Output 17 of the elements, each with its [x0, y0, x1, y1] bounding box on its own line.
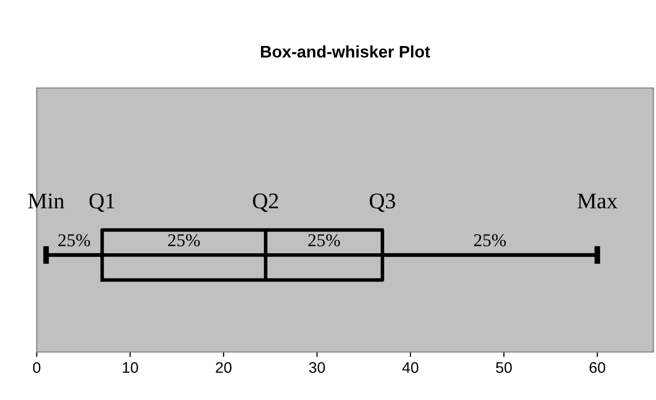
annotation: 25%	[308, 234, 340, 246]
annotation: Q3	[370, 194, 396, 212]
annotation: Min	[28, 194, 64, 208]
annotation: Max	[578, 194, 618, 208]
annotation: 25%	[168, 234, 200, 246]
x-tick-label: 10	[122, 362, 138, 373]
x-tick-label: 50	[496, 362, 512, 373]
x-tick-label: 20	[216, 362, 232, 373]
x-tick-label: 40	[402, 362, 418, 373]
annotation: Q1	[89, 194, 114, 212]
x-tick-label: 60	[590, 362, 606, 373]
chart-title: Box-and-whisker Plot	[260, 45, 430, 58]
x-tick-label: 30	[309, 362, 325, 373]
annotation: 25%	[474, 234, 506, 246]
x-tick-label: 0	[33, 362, 40, 373]
annotation: Q2	[252, 194, 278, 212]
annotation: 25%	[58, 234, 90, 246]
